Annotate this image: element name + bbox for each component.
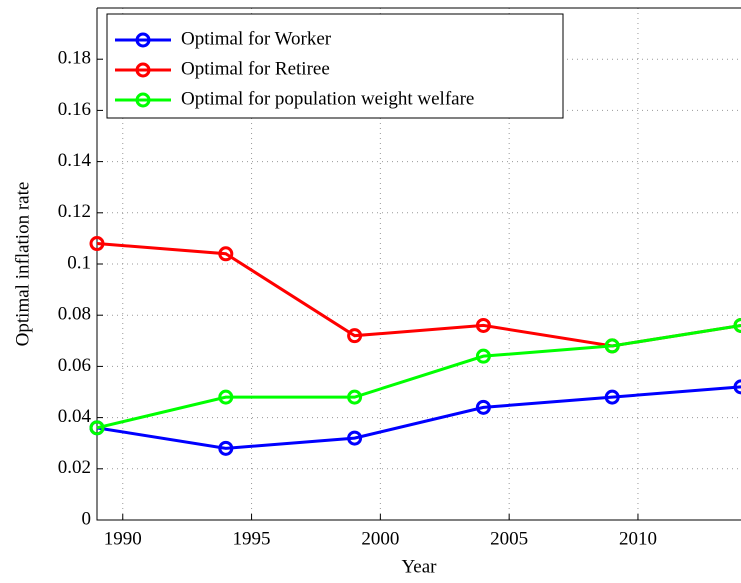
data-point [218,440,234,456]
data-point [733,379,741,395]
legend-marker [135,62,151,78]
y-tick-label: 0.12 [58,201,91,222]
data-point [347,389,363,405]
data-point [604,338,620,354]
data-point [733,317,741,333]
x-tick-label: 2010 [619,528,657,549]
y-tick-label: 0 [82,508,92,529]
axes-box [96,7,741,521]
y-tick-label: 0.02 [58,457,91,478]
legend-box [106,13,564,119]
legend-label: Optimal for Worker [181,28,332,49]
series-line [96,385,741,450]
y-tick-label: 0.16 [58,99,91,120]
data-point [475,348,491,364]
data-point [218,389,234,405]
data-point [347,430,363,446]
data-point [475,317,491,333]
data-point [604,389,620,405]
y-tick-label: 0.1 [67,252,91,273]
y-tick-label: 0.06 [58,355,91,376]
y-tick-label: 0.18 [58,48,91,69]
legend-marker [135,32,151,48]
data-point [89,420,105,436]
legend-label: Optimal for Retiree [181,58,330,79]
y-tick-label: 0.08 [58,304,91,325]
y-axis-label: Optimal inflation rate [12,182,33,347]
data-point [89,236,105,252]
series-line [96,323,741,430]
x-tick-label: 1995 [233,528,271,549]
legend: Optimal for Worker Optimal for Retiree Opt… [106,13,564,119]
data-point [218,246,234,262]
data-point [475,399,491,415]
x-tick-label: 2005 [490,528,528,549]
legend-marker [135,92,151,108]
y-tick-label: 0.14 [58,150,92,171]
data-point [347,328,363,344]
y-tick-label: 0.04 [58,406,92,427]
x-axis-label: Year [401,556,437,577]
legend-label: Optimal for population weight welfare [181,88,474,109]
x-tick-label: 1990 [104,528,142,549]
x-tick-label: 2000 [361,528,399,549]
